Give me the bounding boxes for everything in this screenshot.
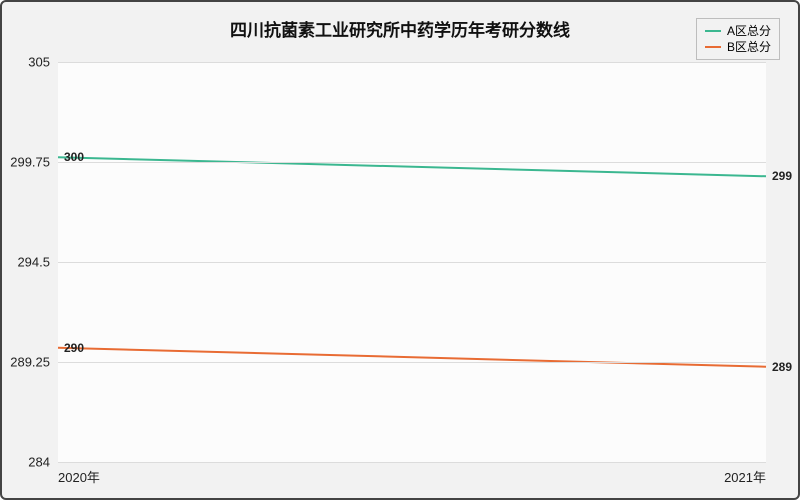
data-point-label: 299 [772,169,792,183]
y-tick-label: 284 [28,455,58,470]
chart-title: 四川抗菌素工业研究所中药学历年考研分数线 [2,16,798,41]
y-tick-label: 289.25 [10,355,58,370]
gridline [58,462,766,463]
gridline [58,262,766,263]
gridline [58,362,766,363]
x-tick-label: 2021年 [724,467,766,486]
legend-swatch-a [705,30,721,32]
y-tick-label: 305 [28,55,58,70]
legend-swatch-b [705,46,721,48]
data-point-label: 289 [772,360,792,374]
series-line [58,157,766,176]
data-point-label: 300 [64,150,84,164]
y-tick-label: 294.5 [17,255,58,270]
x-tick-label: 2020年 [58,467,100,486]
gridline [58,62,766,63]
series-line [58,348,766,367]
y-tick-label: 299.75 [10,155,58,170]
gridline [58,162,766,163]
legend: A区总分 B区总分 [696,18,780,60]
legend-label-a: A区总分 [727,23,771,39]
data-point-label: 290 [64,341,84,355]
plot-area: 284289.25294.5299.753052020年2021年3002992… [58,62,766,462]
chart-container: 四川抗菌素工业研究所中药学历年考研分数线 A区总分 B区总分 284289.25… [0,0,800,500]
legend-item-a: A区总分 [705,23,771,39]
legend-label-b: B区总分 [727,39,771,55]
legend-item-b: B区总分 [705,39,771,55]
